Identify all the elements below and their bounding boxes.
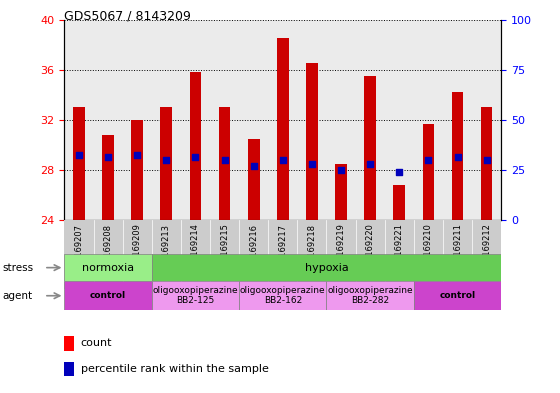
Bar (123, 20, 152, 220)
Bar (326, 281, 414, 310)
Bar (152, 20, 181, 220)
Text: GSM1169209: GSM1169209 (133, 224, 142, 279)
Bar (365, 76, 376, 220)
Text: GSM1169214: GSM1169214 (191, 224, 200, 279)
Bar (385, 20, 414, 220)
Text: oligooxopiperazine
BB2-125: oligooxopiperazine BB2-125 (153, 286, 238, 305)
Bar (152, 220, 181, 289)
Bar (219, 107, 230, 220)
Bar (64, 336, 74, 351)
Text: GSM1169219: GSM1169219 (337, 224, 346, 279)
Text: GSM1169208: GSM1169208 (104, 224, 113, 279)
Point (366, 161, 375, 167)
Bar (306, 64, 318, 220)
Bar (268, 220, 297, 289)
Bar (239, 281, 326, 310)
Text: percentile rank within the sample: percentile rank within the sample (81, 364, 268, 374)
Text: GSM1169216: GSM1169216 (249, 224, 258, 279)
Text: GSM1169213: GSM1169213 (162, 224, 171, 279)
Bar (356, 220, 385, 289)
Bar (414, 281, 501, 310)
Bar (443, 220, 472, 289)
Bar (94, 20, 123, 220)
Text: control: control (90, 291, 126, 300)
Bar (443, 20, 472, 220)
Bar (181, 220, 210, 289)
Text: GSM1169218: GSM1169218 (307, 224, 316, 279)
Bar (268, 20, 297, 220)
Text: GSM1169217: GSM1169217 (278, 224, 287, 279)
Point (395, 169, 404, 176)
Bar (102, 135, 114, 220)
Bar (161, 107, 172, 220)
Text: GSM1169211: GSM1169211 (453, 224, 462, 279)
Text: GSM1169221: GSM1169221 (395, 224, 404, 279)
Bar (64, 281, 152, 310)
Bar (190, 72, 201, 220)
Bar (64, 220, 94, 289)
Bar (326, 220, 356, 289)
Text: control: control (440, 291, 475, 300)
Point (337, 167, 346, 173)
Point (453, 154, 462, 161)
Point (162, 157, 171, 163)
Bar (210, 20, 239, 220)
Point (424, 157, 433, 163)
Point (482, 157, 491, 163)
Point (278, 157, 287, 163)
Bar (414, 220, 443, 289)
Bar (414, 20, 443, 220)
Bar (73, 107, 85, 220)
Point (307, 161, 316, 167)
Bar (326, 20, 356, 220)
Text: hypoxia: hypoxia (305, 263, 348, 273)
Bar (248, 139, 259, 220)
Bar (210, 220, 239, 289)
Bar (472, 220, 501, 289)
Bar (423, 124, 434, 220)
Bar (123, 220, 152, 289)
Text: GSM1169207: GSM1169207 (74, 224, 83, 279)
Bar (152, 281, 239, 310)
Text: oligooxopiperazine
BB2-282: oligooxopiperazine BB2-282 (328, 286, 413, 305)
Point (104, 154, 113, 161)
Bar (277, 39, 288, 220)
Bar (132, 120, 143, 220)
Bar (297, 20, 326, 220)
Bar (452, 92, 463, 220)
Bar (394, 185, 405, 220)
Bar (481, 107, 492, 220)
Bar (297, 220, 326, 289)
Text: GSM1169212: GSM1169212 (482, 224, 491, 279)
Text: agent: agent (3, 291, 33, 301)
Bar (181, 20, 210, 220)
Point (220, 157, 229, 163)
Point (74, 152, 83, 158)
Text: GSM1169215: GSM1169215 (220, 224, 229, 279)
Text: oligooxopiperazine
BB2-162: oligooxopiperazine BB2-162 (240, 286, 325, 305)
Bar (356, 20, 385, 220)
Text: GDS5067 / 8143209: GDS5067 / 8143209 (64, 10, 192, 23)
Point (133, 152, 142, 158)
Text: GSM1169220: GSM1169220 (366, 224, 375, 279)
Bar (385, 220, 414, 289)
Bar (64, 362, 74, 376)
Text: GSM1169210: GSM1169210 (424, 224, 433, 279)
Bar (64, 254, 152, 281)
Bar (472, 20, 501, 220)
Text: count: count (81, 338, 112, 349)
Bar (64, 20, 94, 220)
Text: stress: stress (3, 263, 34, 273)
Point (191, 154, 200, 161)
Bar (239, 220, 268, 289)
Bar (335, 164, 347, 220)
Bar (239, 20, 268, 220)
Bar (94, 220, 123, 289)
Point (249, 163, 258, 169)
Text: normoxia: normoxia (82, 263, 134, 273)
Bar (152, 254, 501, 281)
